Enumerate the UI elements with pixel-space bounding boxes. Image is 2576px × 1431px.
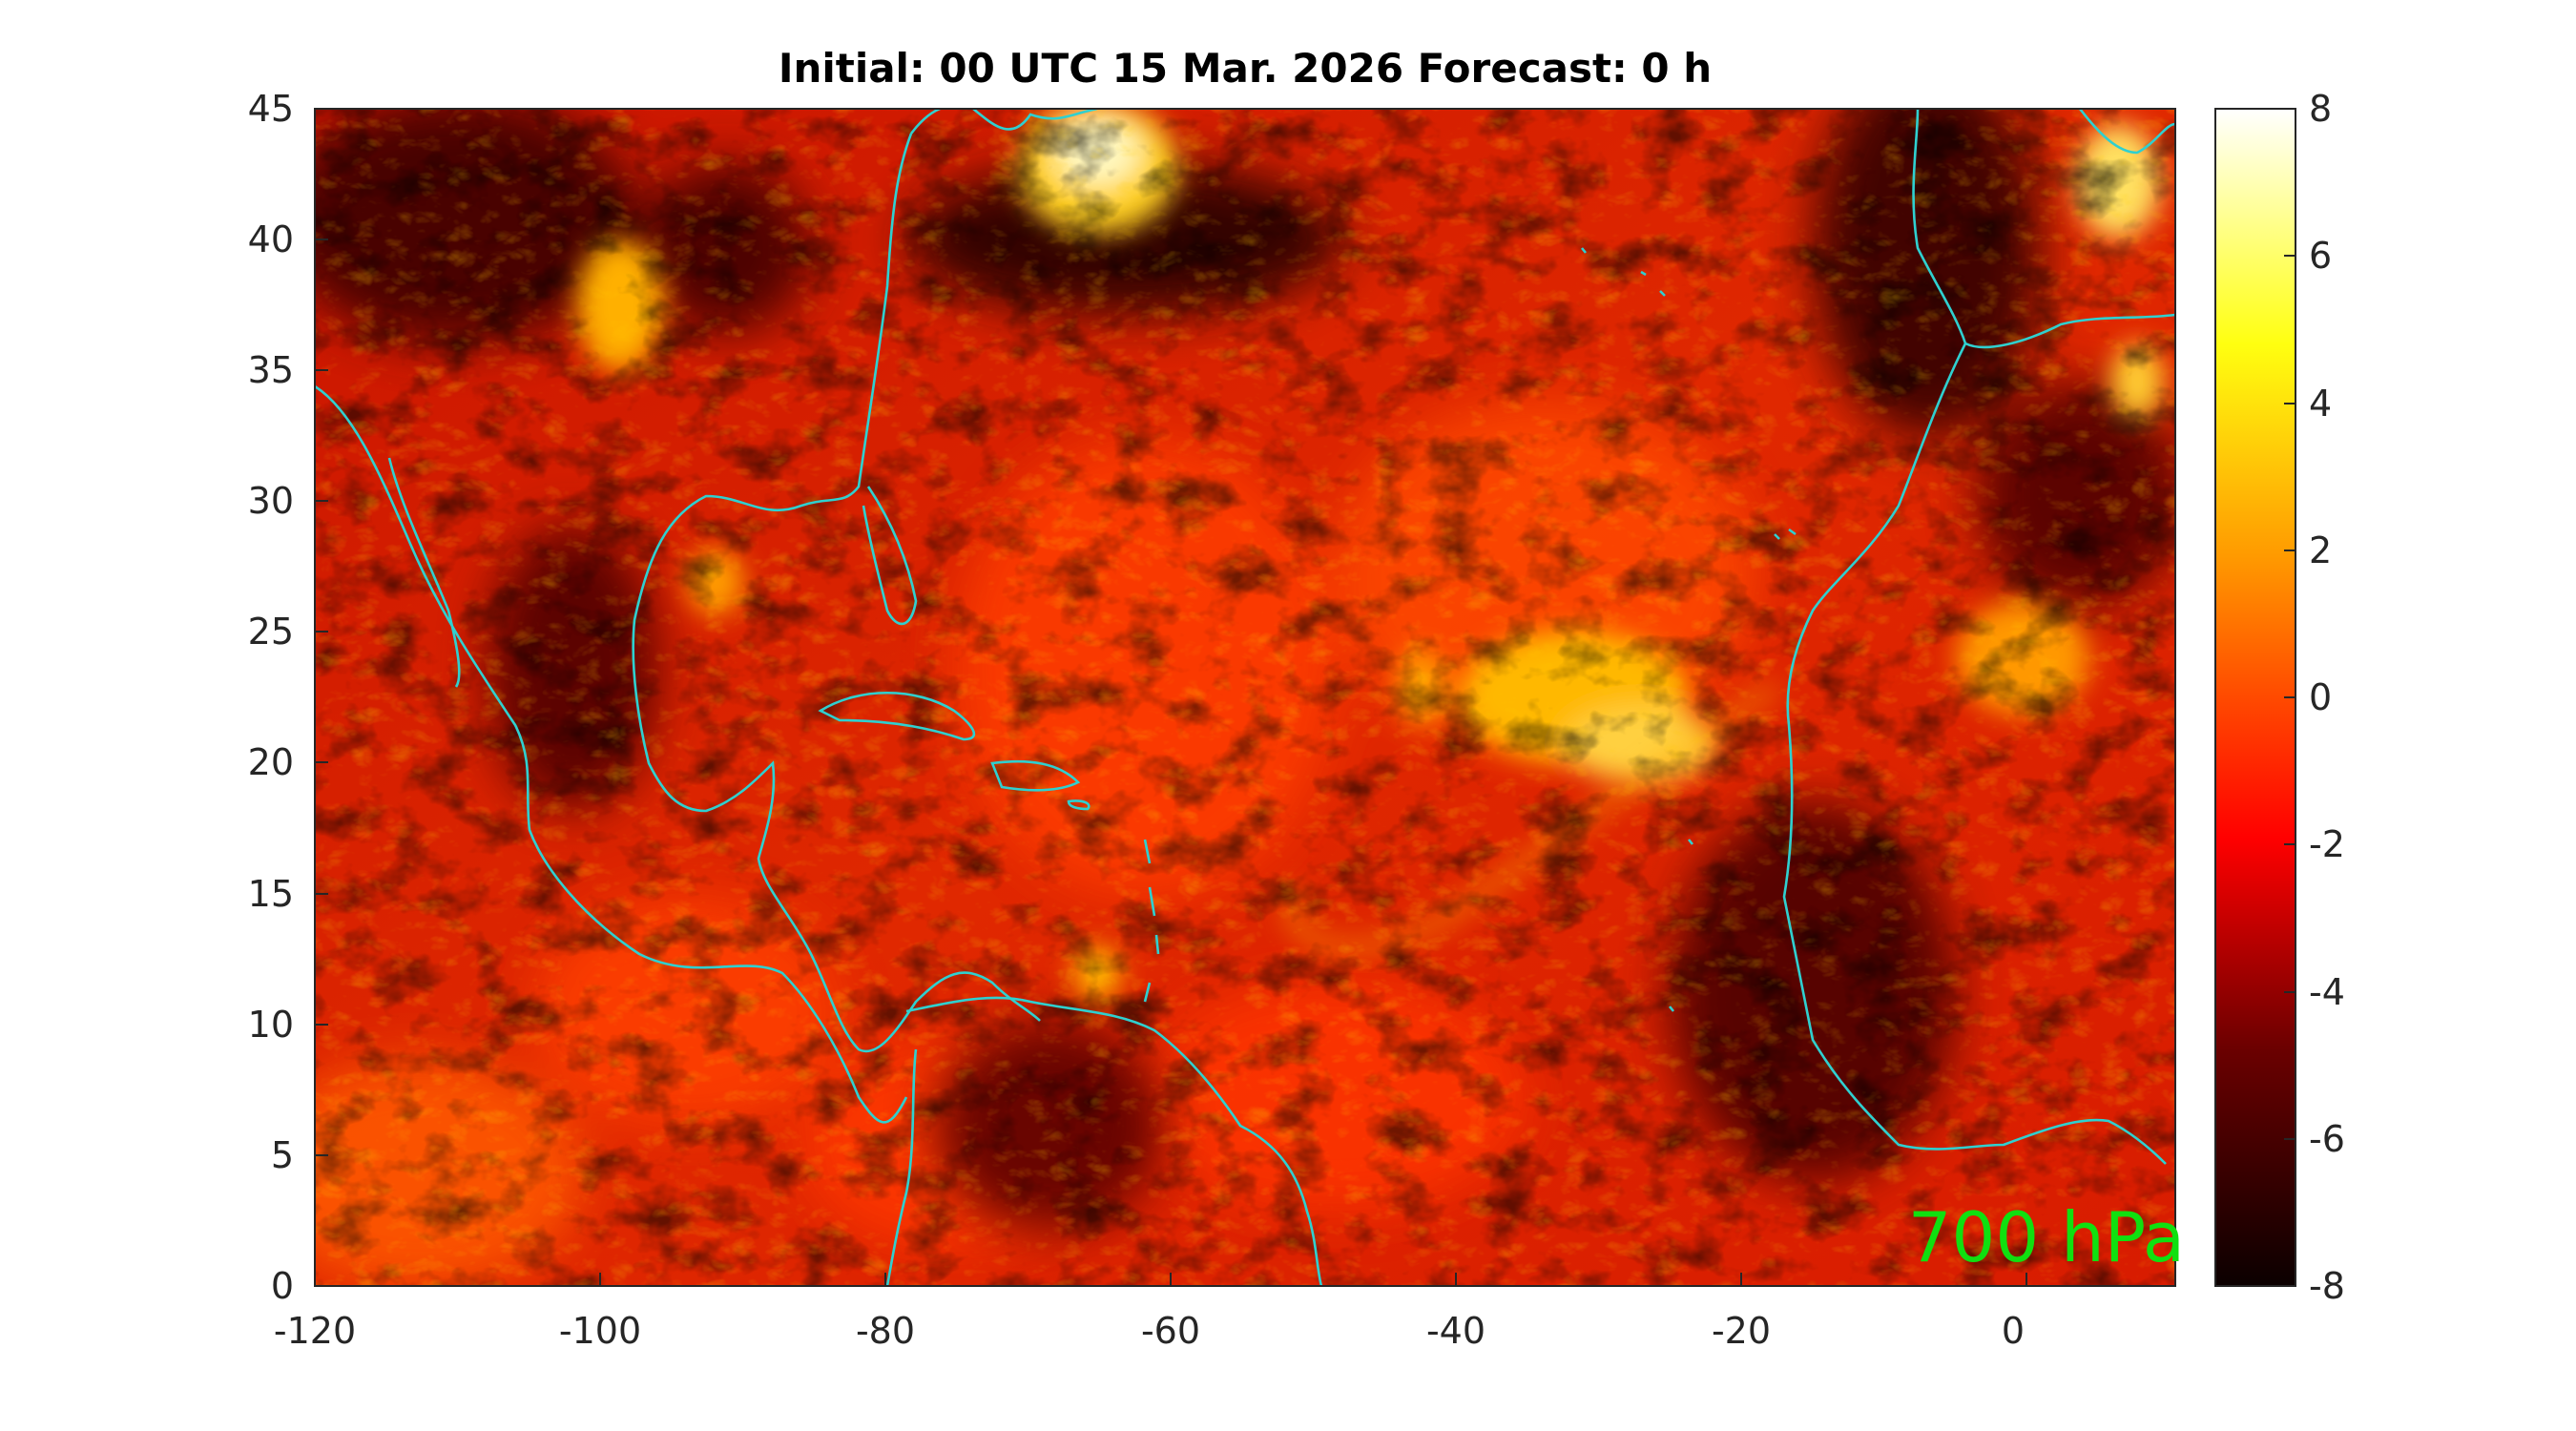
colorbar-gradient (2214, 108, 2296, 1287)
y-tick-label: 30 (248, 480, 294, 522)
y-tick-label: 20 (248, 741, 294, 783)
y-tick-label: 40 (248, 218, 294, 260)
colorbar-tick-label: 2 (2309, 529, 2332, 571)
x-tick-label: 0 (2002, 1310, 2025, 1352)
map-field (315, 109, 2175, 1286)
colorbar-tick-label: 4 (2309, 383, 2332, 425)
y-tick-label: 10 (248, 1004, 294, 1046)
x-tick-label: -40 (1426, 1310, 1485, 1352)
x-tick-label: -80 (856, 1310, 915, 1352)
coastlines (315, 109, 2175, 1286)
x-tick-label: -120 (274, 1310, 356, 1352)
colorbar-tick-label: -4 (2309, 971, 2345, 1013)
y-tick-label: 45 (248, 88, 294, 130)
colorbar: 8 6 4 2 0 -2 -4 -6 -8 (2214, 88, 2345, 1307)
y-tick-label: 0 (271, 1265, 294, 1307)
map-axes-frame (314, 108, 2176, 1287)
colorbar-tick-label: -6 (2309, 1118, 2345, 1160)
y-axis: 0 5 10 15 20 25 30 35 40 45 (248, 88, 328, 1307)
colorbar-tick-label: -8 (2309, 1265, 2345, 1307)
x-axis: -120 -100 -80 -60 -40 -20 0 (274, 1273, 2027, 1352)
y-tick-label: 5 (271, 1134, 294, 1176)
x-tick-label: -100 (559, 1310, 641, 1352)
colorbar-tick-label: -2 (2309, 823, 2345, 865)
colorbar-tick-label: 6 (2309, 235, 2332, 277)
plot-title: Initial: 00 UTC 15 Mar. 2026 Forecast: 0… (779, 45, 1712, 92)
y-tick-label: 15 (248, 873, 294, 915)
colorbar-tick-label: 8 (2309, 88, 2332, 130)
colorbar-tick-label: 0 (2309, 676, 2332, 718)
x-tick-label: -20 (1712, 1310, 1771, 1352)
y-tick-label: 25 (248, 611, 294, 653)
y-tick-label: 35 (248, 349, 294, 391)
x-tick-label: -60 (1141, 1310, 1200, 1352)
pressure-level-label: 700 hPa (1908, 1197, 2185, 1277)
